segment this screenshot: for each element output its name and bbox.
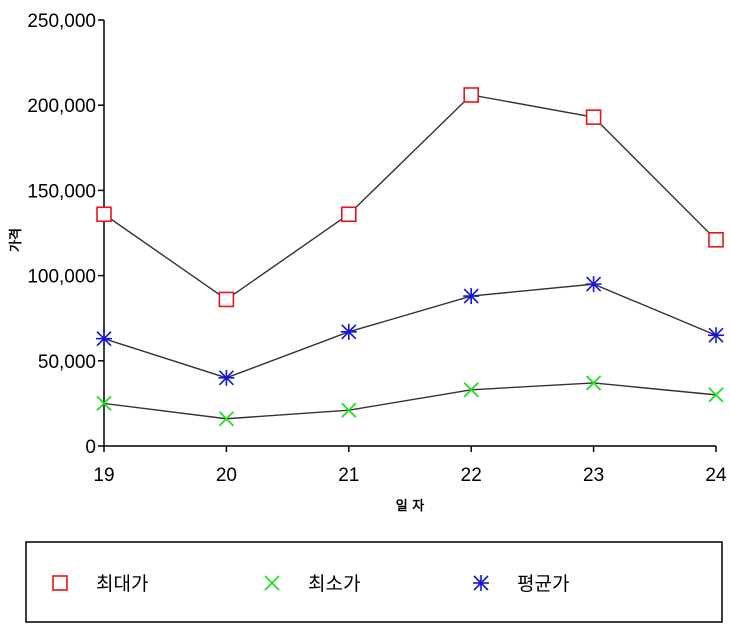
data-point — [585, 276, 602, 293]
legend-marker — [264, 575, 280, 591]
legend-label: 최소가 — [308, 573, 360, 595]
data-point — [463, 382, 479, 398]
x-tick-label: 19 — [93, 465, 114, 486]
x-tick-label: 20 — [216, 465, 237, 486]
x-tick-label: 24 — [705, 465, 727, 486]
legend-marker — [473, 575, 489, 591]
data-point — [463, 87, 480, 103]
series-layer — [96, 87, 724, 427]
y-tick-label: 100,000 — [27, 267, 96, 288]
legend-label: 평균가 — [517, 573, 569, 595]
series-line — [103, 94, 717, 301]
data-point — [218, 369, 235, 386]
y-tick-label: 250,000 — [27, 11, 96, 32]
data-point — [708, 327, 724, 344]
y-tick-label: 0 — [85, 437, 96, 458]
data-point — [96, 206, 112, 223]
series-1 — [96, 87, 724, 308]
x-tick-label: 22 — [461, 465, 482, 486]
legend-item: 평균가 — [473, 573, 569, 595]
legend: 최대가 최소가 평균가 — [25, 541, 723, 623]
y-tick-label: 200,000 — [27, 96, 96, 117]
series-3 — [96, 276, 724, 386]
axes: 0 50,000 100,000 150,000 200,000 250,000 19 20 2… — [27, 11, 727, 486]
x-axis-label: 일 자 — [396, 499, 424, 514]
x-tick-label: 23 — [583, 465, 604, 486]
y-axis-label: 가격 — [9, 228, 24, 252]
data-point — [340, 323, 357, 340]
data-point — [585, 109, 602, 125]
y-tick-label: 150,000 — [27, 181, 96, 202]
series-2 — [96, 375, 724, 427]
series-line — [103, 283, 717, 379]
x-tick-label: 21 — [338, 465, 359, 486]
data-point — [340, 206, 357, 223]
series-line — [103, 382, 717, 420]
legend-label: 최대가 — [96, 573, 148, 595]
data-point — [708, 387, 724, 403]
y-tick-label: 50,000 — [38, 352, 96, 373]
data-point — [218, 411, 235, 427]
data-point — [708, 232, 724, 248]
legend-item: 최소가 — [264, 573, 360, 595]
data-point — [463, 288, 480, 305]
data-point — [218, 291, 235, 308]
legend-marker — [52, 575, 68, 591]
data-point — [96, 330, 112, 347]
data-point — [96, 395, 112, 412]
legend-item: 최대가 — [52, 573, 148, 595]
data-point — [341, 402, 357, 418]
data-point — [585, 375, 602, 391]
legend-box — [25, 541, 723, 623]
